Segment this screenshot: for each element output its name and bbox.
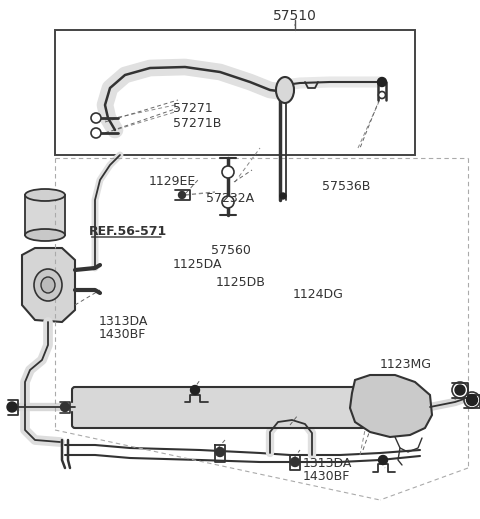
Circle shape	[455, 385, 465, 395]
Text: 1124DG: 1124DG	[293, 288, 344, 302]
Text: 57510: 57510	[273, 9, 317, 23]
Polygon shape	[22, 248, 75, 322]
Ellipse shape	[276, 77, 294, 103]
Text: 1313DA: 1313DA	[98, 315, 148, 329]
Circle shape	[379, 456, 387, 465]
Circle shape	[216, 447, 225, 457]
Text: 57560: 57560	[211, 243, 251, 257]
FancyBboxPatch shape	[72, 387, 398, 428]
Polygon shape	[25, 195, 65, 235]
Circle shape	[91, 113, 101, 123]
Circle shape	[60, 403, 70, 412]
Text: 57536B: 57536B	[322, 180, 370, 194]
Circle shape	[377, 77, 386, 87]
Circle shape	[464, 392, 480, 408]
Text: 1430BF: 1430BF	[98, 327, 146, 341]
Text: 1313DA: 1313DA	[302, 457, 352, 471]
Circle shape	[94, 116, 98, 120]
Bar	[55, 30, 415, 155]
Text: 1125DB: 1125DB	[216, 276, 266, 290]
Text: 57271B: 57271B	[173, 117, 221, 130]
Circle shape	[179, 192, 185, 198]
Text: 1430BF: 1430BF	[302, 470, 350, 483]
Ellipse shape	[34, 269, 62, 301]
Circle shape	[222, 166, 234, 178]
Polygon shape	[350, 375, 432, 437]
Circle shape	[7, 402, 17, 412]
Circle shape	[191, 386, 200, 394]
Circle shape	[452, 382, 468, 398]
Circle shape	[94, 131, 98, 135]
Circle shape	[280, 193, 286, 199]
Circle shape	[91, 128, 101, 138]
Text: 1123MG: 1123MG	[379, 358, 431, 372]
Text: 1129EE: 1129EE	[149, 175, 196, 188]
Circle shape	[467, 394, 478, 405]
Circle shape	[290, 458, 300, 467]
Text: REF.56-571: REF.56-571	[89, 225, 167, 239]
Text: 57232A: 57232A	[206, 192, 254, 205]
Ellipse shape	[25, 189, 65, 201]
Circle shape	[379, 91, 385, 99]
Ellipse shape	[41, 277, 55, 293]
Circle shape	[222, 196, 234, 208]
Ellipse shape	[25, 229, 65, 241]
Text: 57271: 57271	[173, 102, 213, 116]
Circle shape	[224, 198, 232, 206]
Text: 1125DA: 1125DA	[173, 258, 222, 271]
Circle shape	[224, 168, 232, 176]
